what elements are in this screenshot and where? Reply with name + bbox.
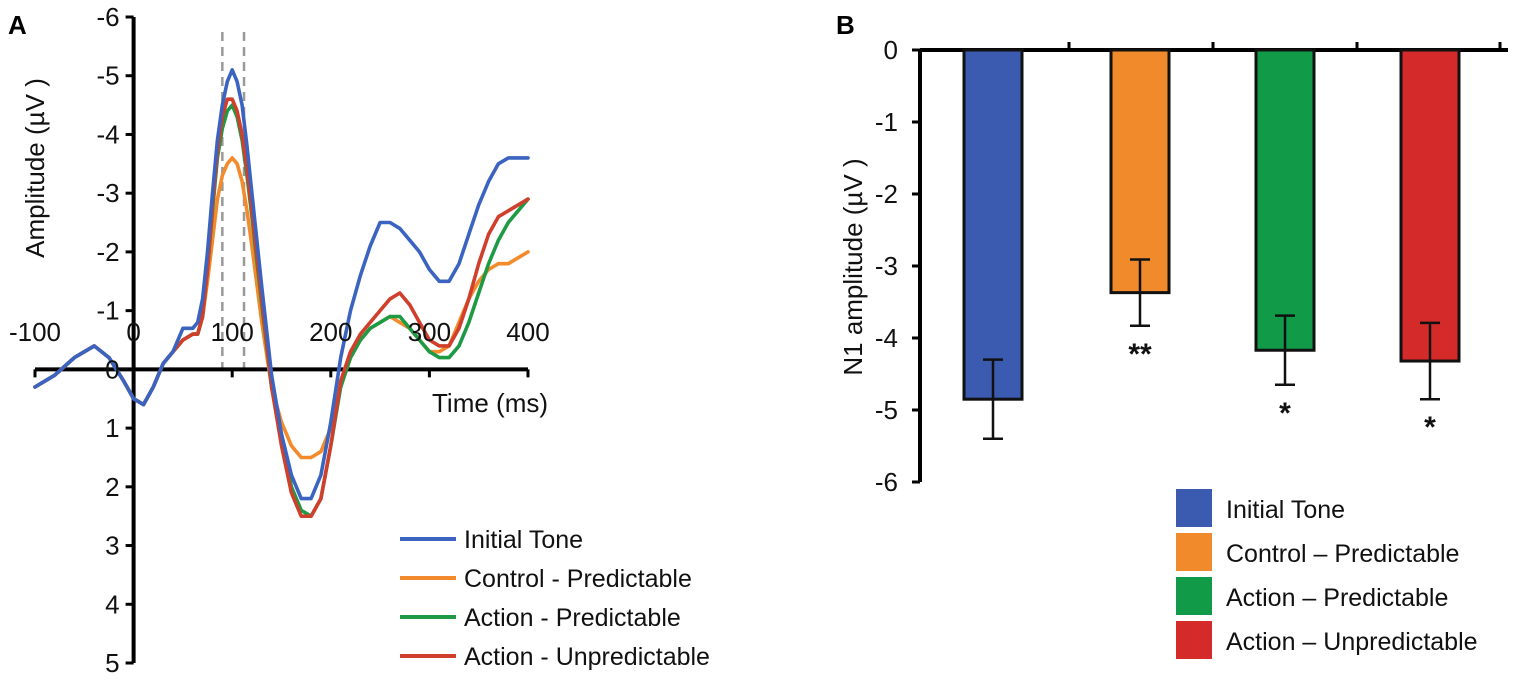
bar	[1109, 48, 1171, 295]
bar-legend-label: Action – Predictable	[1226, 584, 1448, 612]
erp-legend: Initial Tone Control - Predictable Action …	[400, 526, 710, 671]
bar-y-tick-label: -5	[875, 395, 898, 425]
bar-tick-labels: 0 -1 -2 -3 -4 -5 -6	[875, 35, 898, 497]
bar-legend-label: Control – Predictable	[1226, 540, 1459, 568]
bar-legend-swatch	[1176, 489, 1212, 527]
x-tick-label: 0	[126, 317, 140, 347]
legend-label: Action - Unpredictable	[464, 643, 710, 671]
x-tick-label: -100	[9, 317, 61, 347]
y-tick-label: -6	[96, 2, 119, 32]
legend-label: Action - Predictable	[464, 604, 681, 632]
y-tick-label: -4	[96, 119, 119, 149]
bar-y-axis-title: N1 amplitude (µV )	[838, 158, 868, 375]
bar-y-tick-label: -1	[875, 107, 898, 137]
bar-y-tick-label: -6	[875, 467, 898, 497]
bar-legend-label: Initial Tone	[1226, 496, 1345, 524]
bar	[962, 48, 1024, 401]
y-tick-label: 5	[105, 648, 119, 678]
bar-y-tick-label: -4	[875, 323, 898, 353]
x-tick-label: 200	[309, 317, 352, 347]
x-tick-label: 300	[408, 317, 451, 347]
bar-y-tick-label: 0	[884, 35, 898, 65]
y-tick-label: -2	[96, 237, 119, 267]
y-tick-label: 3	[105, 531, 119, 561]
y-tick-label: 1	[105, 413, 119, 443]
x-axis-title: Time (ms)	[432, 388, 548, 418]
n1-bar-chart: *** * 0-1-2-3-4-5-6 N1 amplitude (µV ) In…	[838, 35, 1508, 659]
panel-label-b: B	[836, 10, 855, 40]
bar-legend-swatch	[1176, 533, 1212, 571]
bar-legend-label: Action – Unpredictable	[1226, 628, 1478, 656]
erp-series	[33, 68, 530, 519]
y-tick-label: 0	[105, 354, 119, 384]
significance-marker: *	[1424, 411, 1436, 444]
legend-label: Initial Tone	[464, 526, 583, 554]
y-tick-label: 4	[105, 589, 119, 619]
bar-y-tick-label: -2	[875, 179, 898, 209]
bar-y-tick-label: -3	[875, 251, 898, 281]
bar-legend: Initial Tone Control – Predictable Action …	[1176, 489, 1478, 659]
significance-marker: **	[1128, 338, 1152, 371]
y-tick-label: -3	[96, 178, 119, 208]
significance-marker: *	[1279, 397, 1291, 430]
y-tick-label: -1	[96, 296, 119, 326]
bar	[1254, 48, 1316, 352]
x-tick-label: 400	[506, 317, 549, 347]
bar-legend-swatch	[1176, 621, 1212, 659]
x-tick-label: 100	[211, 317, 254, 347]
bar-legend-swatch	[1176, 577, 1212, 615]
y-tick-label: -5	[96, 61, 119, 91]
bar	[1399, 48, 1461, 363]
y-axis-title: Amplitude (µV )	[20, 78, 50, 258]
y-tick-label: 2	[105, 472, 119, 502]
bar-series: *** *	[962, 48, 1461, 444]
series-line-initial-tone	[33, 68, 530, 501]
legend-label: Control - Predictable	[464, 565, 692, 593]
panel-label-a: A	[8, 10, 27, 40]
